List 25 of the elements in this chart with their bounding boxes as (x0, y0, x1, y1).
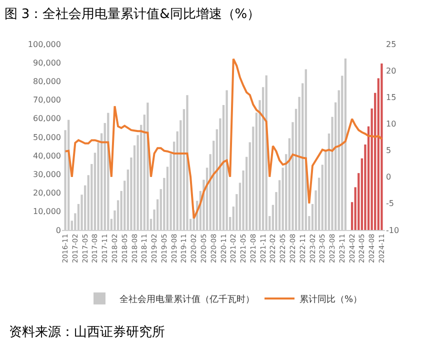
y2-tick-label: 0 (386, 172, 392, 182)
y-tick-label: 70,000 (33, 96, 61, 105)
y-tick-label: 60,000 (33, 114, 61, 124)
y2-tick-label: 20 (386, 66, 396, 76)
text: 资料来源：山西证券研究所 (9, 325, 165, 340)
y2-tick-label: 25 (386, 40, 396, 49)
y-tick-label: 50,000 (33, 132, 61, 142)
chart-title: 图 3：全社会用电量累计值&同比增速（%） (4, 6, 260, 22)
y-tick-label: 20,000 (33, 188, 61, 198)
bar (380, 64, 383, 230)
y-tick-label: 80,000 (33, 77, 61, 86)
legend-label: 累计同比（%） (300, 294, 362, 305)
y-tick-label: 40,000 (33, 151, 61, 160)
y2-tick-label: 5 (386, 146, 392, 156)
y2-tick-label: -10 (386, 226, 400, 235)
y-tick-label: 100,000 (28, 40, 61, 49)
y-tick-label: 0 (56, 226, 61, 235)
y2-tick-label: 10 (386, 120, 396, 129)
line-series (64, 58, 383, 220)
legend-label: 全社会用电量累计值（亿千瓦时） (120, 294, 254, 305)
y-tick-label: 90,000 (33, 58, 61, 68)
y2-tick-label: -5 (386, 199, 394, 208)
y2-tick-label: 15 (386, 92, 396, 102)
y-tick-label: 30,000 (33, 170, 61, 179)
y-tick-label: 10,000 (33, 207, 61, 216)
